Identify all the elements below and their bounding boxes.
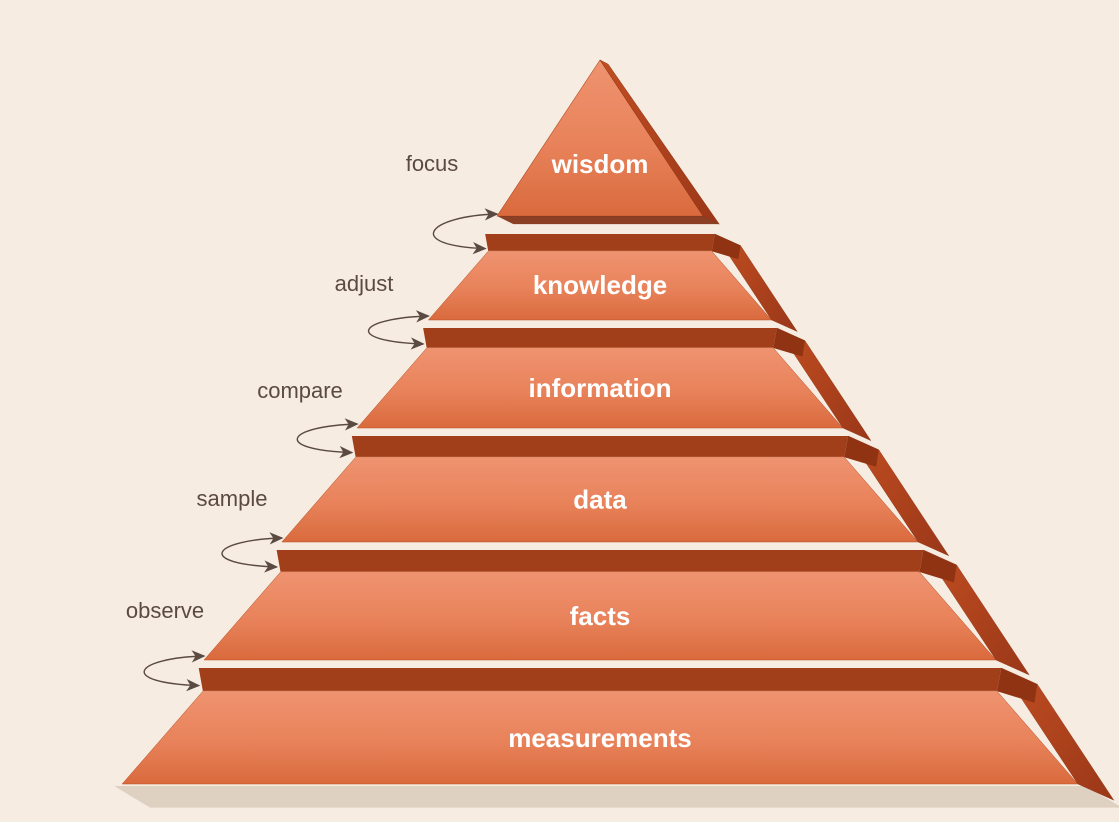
- arrow-label-compare: compare: [257, 378, 343, 403]
- arrow-label-focus: focus: [406, 151, 459, 176]
- layer-information: information: [357, 328, 871, 441]
- layer-facts: facts: [204, 550, 1029, 675]
- layer-wisdom: wisdom: [497, 60, 719, 224]
- arrow-observe: [144, 656, 204, 686]
- arrow-label-sample: sample: [197, 486, 268, 511]
- arrow-label-observe: observe: [126, 598, 204, 623]
- arrow-compare: [297, 424, 357, 453]
- layer-measurements: measurements: [122, 668, 1114, 800]
- arrow-sample: [222, 538, 282, 567]
- pyramid-diagram: wisdomknowledgeinformationdatafactsmeasu…: [0, 0, 1119, 822]
- arrow-adjust: [369, 316, 429, 344]
- layer-data: data: [282, 436, 949, 556]
- arrow-label-adjust: adjust: [335, 271, 394, 296]
